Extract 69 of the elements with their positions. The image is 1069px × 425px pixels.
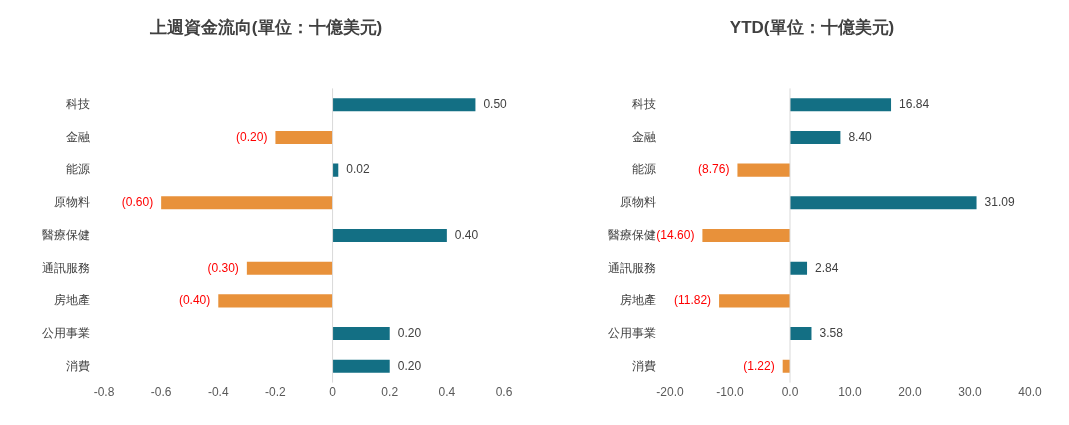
y-tick-label: 公用事業 [42, 325, 90, 340]
data-label: 0.02 [346, 162, 370, 177]
data-label: (0.30) [207, 260, 239, 275]
x-tick-label: 30.0 [958, 385, 982, 400]
y-tick-label: 通訊服務 [42, 260, 90, 275]
y-tick-label: 科技 [632, 97, 656, 112]
bar [790, 261, 808, 275]
bar [332, 98, 476, 112]
y-tick-label: 消費 [632, 358, 656, 373]
data-label: 16.84 [899, 97, 930, 112]
x-tick-label: -0.6 [150, 385, 172, 400]
data-label: (0.20) [236, 129, 268, 144]
data-label: 0.40 [454, 227, 479, 242]
bar [332, 228, 447, 243]
data-label: (0.60) [121, 195, 154, 210]
y-tick-label: 能源 [66, 162, 90, 177]
x-tick-label: -10.0 [716, 385, 744, 400]
x-tick-label: 20.0 [898, 385, 922, 400]
bar [737, 163, 790, 177]
y-tick-label: 金融 [632, 129, 656, 144]
data-label: (8.76) [698, 162, 730, 177]
data-label: 0.50 [483, 97, 508, 112]
x-tick-label: -0.4 [207, 385, 229, 400]
bar [161, 196, 333, 210]
data-label: (11.82) [673, 293, 712, 308]
data-label: 0.20 [397, 358, 422, 373]
bar [218, 294, 333, 308]
y-tick-label: 通訊服務 [608, 260, 656, 275]
x-tick-label: -20.0 [656, 385, 684, 400]
y-tick-label: 醫療保健 [42, 227, 90, 242]
chart-title: YTD(單位：十億美元) [729, 17, 895, 37]
data-label: (1.22) [743, 358, 775, 373]
x-tick-label: 0.6 [495, 385, 513, 400]
x-tick-label: 10.0 [838, 385, 862, 400]
y-tick-label: 科技 [66, 97, 90, 112]
data-label: 2.84 [815, 260, 839, 275]
bar [719, 294, 790, 308]
x-tick-label: 0.4 [438, 385, 456, 400]
bar [246, 261, 333, 275]
y-tick-label: 房地產 [620, 293, 656, 308]
y-tick-label: 消費 [66, 358, 90, 373]
data-label: 3.58 [819, 325, 844, 340]
y-tick-label: 金融 [66, 129, 90, 144]
data-label: (0.40) [178, 293, 211, 308]
bar [790, 130, 841, 144]
bar [702, 228, 790, 243]
y-tick-label: 公用事業 [608, 325, 656, 340]
y-tick-label: 原物料 [54, 195, 90, 210]
x-tick-label: 40.0 [1018, 385, 1042, 400]
x-tick-label: 0 [329, 385, 337, 400]
y-tick-label: 醫療保健 [608, 227, 656, 242]
x-tick-label: -0.2 [265, 385, 287, 400]
data-label: 31.09 [984, 195, 1015, 210]
bar [790, 98, 892, 112]
x-tick-label: 0.2 [381, 385, 399, 400]
x-tick-label: -0.8 [93, 385, 115, 400]
data-label: (14.60) [656, 227, 695, 242]
x-tick-label: 0.0 [781, 385, 799, 400]
bar [332, 359, 390, 373]
y-tick-label: 房地產 [54, 293, 90, 308]
bar [790, 327, 812, 341]
y-tick-label: 能源 [632, 162, 656, 177]
chart-title: 上週資金流向(單位：十億美元) [148, 17, 383, 37]
data-label: 0.20 [397, 325, 422, 340]
bar [275, 130, 333, 144]
y-tick-label: 原物料 [620, 195, 656, 210]
bar [332, 327, 390, 341]
bar [790, 196, 977, 210]
data-label: 8.40 [848, 129, 873, 144]
